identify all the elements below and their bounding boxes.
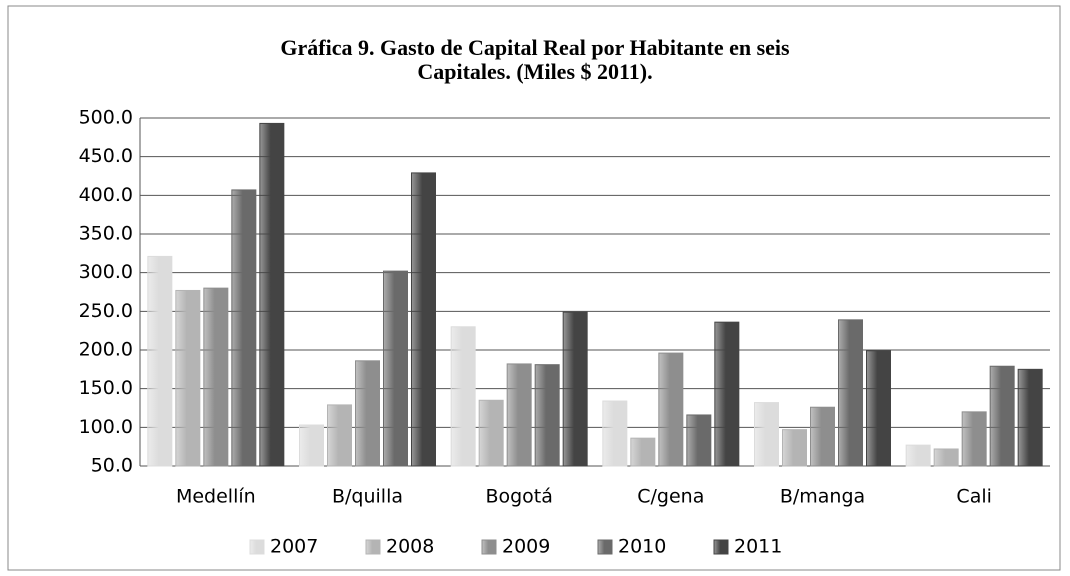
bar [961,411,987,467]
legend-label: 2007 [270,536,318,558]
y-tick-label: 300.0 [79,261,133,283]
legend-label: 2008 [386,536,434,558]
legend-swatch [713,539,729,555]
bar [866,350,891,467]
x-tick-label: B/manga [780,486,865,508]
legend-swatch [481,539,497,555]
x-tick-label: Bogotá [485,486,552,508]
x-tick-label: Medellín [176,486,256,508]
bar [450,326,476,467]
bar [231,189,257,467]
y-tick-label: 150.0 [79,377,133,399]
y-tick-label: 100.0 [79,416,133,438]
bar [754,402,779,467]
bar [478,399,504,467]
y-tick-label: 500.0 [79,107,133,129]
legend-label: 2009 [502,536,550,558]
bar [933,448,959,467]
legend-label: 2010 [618,536,666,558]
bar [203,287,229,467]
bar [506,363,532,467]
chart-title: Gráfica 9. Gasto de Capital Real por Hab… [280,35,790,84]
bar [905,444,931,467]
legend-label: 2011 [734,536,782,558]
bar [327,404,352,467]
y-tick-label: 250.0 [79,300,133,322]
bar [714,321,740,467]
bar [602,400,628,467]
legend-swatch [249,539,265,555]
bar [299,424,324,467]
bar [658,352,684,467]
bar [838,319,863,467]
legend-swatch [365,539,381,555]
bar [562,311,588,467]
bar [1017,368,1043,467]
x-tick-label: Cali [956,486,991,508]
bar [411,172,436,467]
legend-swatch [597,539,613,555]
bar [383,270,408,467]
y-tick-label: 200.0 [79,339,133,361]
bar [147,255,173,467]
x-tick-label: B/quilla [332,486,403,508]
bar [782,429,807,467]
y-tick-label: 450.0 [79,145,133,167]
bar [810,406,835,467]
bar [175,289,201,467]
bar [355,360,380,467]
bar [259,122,285,467]
y-tick-label: 50.0 [91,455,133,477]
x-tick-label: C/gena [637,486,704,508]
y-tick-label: 350.0 [79,223,133,245]
bar [534,364,560,467]
y-tick-label: 400.0 [79,184,133,206]
bar [989,365,1015,467]
bar [686,414,712,467]
bar [630,437,656,467]
chart-border [7,5,1061,571]
